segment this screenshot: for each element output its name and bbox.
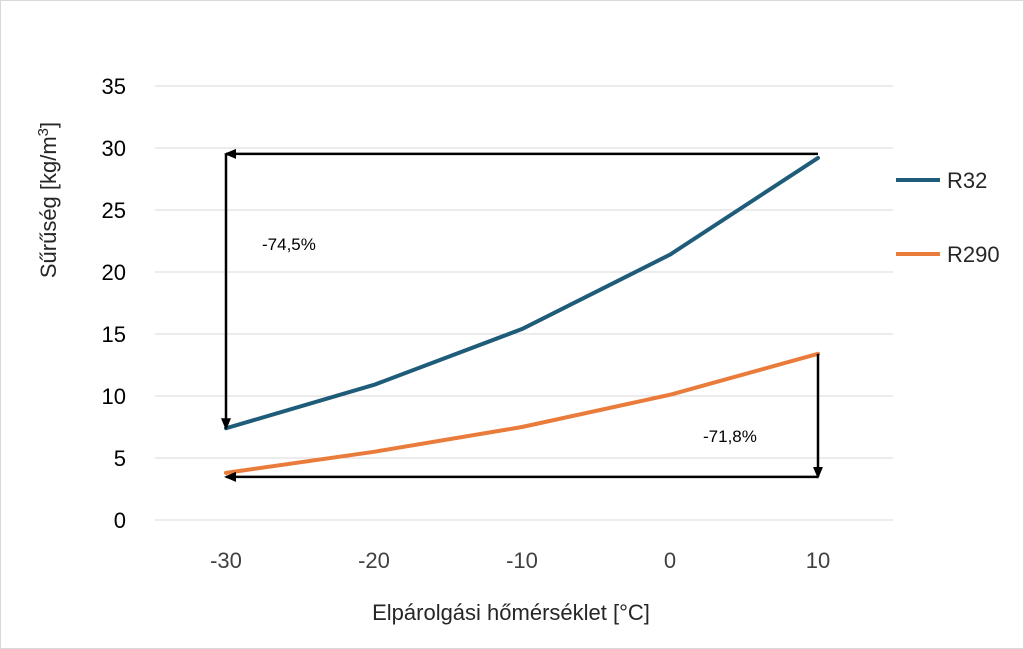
legend: R32 R290 xyxy=(896,168,1000,267)
y-axis-title-close: ] xyxy=(36,122,61,128)
series-line-r32 xyxy=(224,155,820,431)
y-tick-label: 25 xyxy=(102,198,126,223)
y-tick-label: 0 xyxy=(114,508,126,533)
x-tick-label: 10 xyxy=(806,548,830,573)
y-tick-label: 5 xyxy=(114,446,126,471)
x-tick-label: -10 xyxy=(506,548,538,573)
x-tick-label: -30 xyxy=(210,548,242,573)
series-lines xyxy=(224,155,820,475)
y-tick-label: 15 xyxy=(102,322,126,347)
series-line-r290 xyxy=(224,351,820,475)
legend-label-r290: R290 xyxy=(947,242,1000,267)
y-axis-title-superscript: 3 xyxy=(35,128,52,136)
x-tick-label: 0 xyxy=(664,548,676,573)
y-tick-label: 10 xyxy=(102,384,126,409)
annotation-r290-change: -71,8% xyxy=(703,427,757,446)
x-axis-title: Elpárolgási hőmérséklet [°C] xyxy=(372,600,650,625)
y-axis-ticks: 0 5 10 15 20 25 30 35 xyxy=(102,74,126,533)
annotation-arrows xyxy=(221,148,823,482)
legend-label-r32: R32 xyxy=(947,168,987,193)
x-axis-ticks: -30 -20 -10 0 10 xyxy=(210,548,830,573)
y-tick-label: 20 xyxy=(102,260,126,285)
x-tick-label: -20 xyxy=(358,548,390,573)
y-axis-title: Sűrűség [kg/m3] xyxy=(35,122,61,278)
y-tick-label: 30 xyxy=(102,136,126,161)
annotation-r32-change: -74,5% xyxy=(262,235,316,254)
y-axis-title-main: Sűrűség [kg/m xyxy=(36,136,61,278)
y-tick-label: 35 xyxy=(102,74,126,99)
gridlines xyxy=(155,85,893,521)
